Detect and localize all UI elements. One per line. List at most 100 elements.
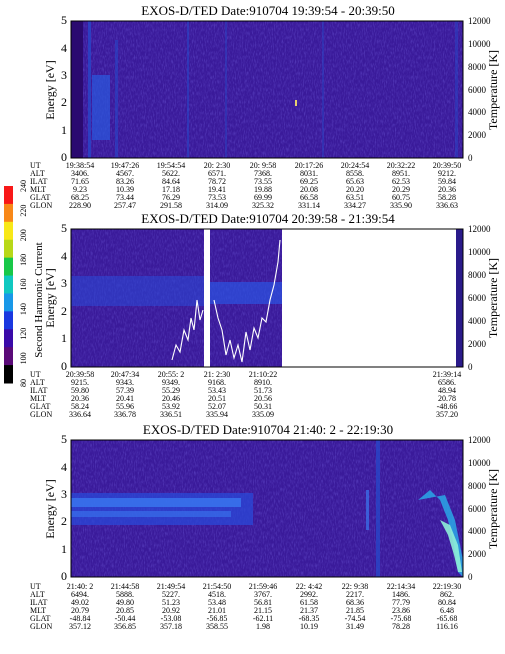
info-cell-alt: 862. bbox=[440, 590, 454, 599]
info-cell-mlt: 20.46 bbox=[162, 394, 180, 403]
y2-tick-label: 2000 bbox=[468, 339, 487, 349]
info-cell-mlt: 20.20 bbox=[346, 185, 364, 194]
info-cell-mlt: 21.85 bbox=[346, 606, 364, 615]
info-cell-glat: 58.28 bbox=[438, 193, 456, 202]
info-cell-alt: 9168. bbox=[208, 378, 226, 387]
info-row-name: UT bbox=[30, 161, 41, 170]
info-cell-glon: 78.28 bbox=[392, 622, 410, 631]
info-cell-ilat: 71.65 bbox=[71, 177, 89, 186]
y2-tick-label: 4000 bbox=[468, 107, 487, 117]
y-tick-label: 1 bbox=[61, 123, 67, 137]
info-cell-glat: 68.25 bbox=[71, 193, 89, 202]
info-cell-mlt: 20.92 bbox=[162, 606, 180, 615]
panel-1-ylabel: Energy [eV] bbox=[43, 60, 57, 119]
panel-1-streak bbox=[88, 21, 91, 158]
panel-1-streak bbox=[225, 21, 227, 158]
y-tick-label: 1 bbox=[61, 331, 67, 345]
y2-tick-label: 4000 bbox=[468, 316, 487, 326]
y2-tick-label: 0 bbox=[468, 572, 473, 582]
y2-tick-label: 10000 bbox=[468, 458, 491, 468]
info-cell-alt: 8031. bbox=[300, 169, 318, 178]
colorbar-swatch bbox=[4, 239, 13, 259]
info-cell-alt: 4518. bbox=[208, 590, 226, 599]
info-cell-alt: 7368. bbox=[254, 169, 272, 178]
panel-3-streak bbox=[376, 440, 380, 577]
panel-2-band bbox=[71, 276, 204, 306]
info-cell-alt: 8558. bbox=[346, 169, 364, 178]
colorbar-tick-label: 140 bbox=[19, 303, 28, 315]
info-cell-alt: 4567. bbox=[116, 169, 134, 178]
info-cell-ut: 19:38:54 bbox=[66, 161, 94, 170]
panel-1-y-ticks: 0 1 2 3 4 5 bbox=[61, 13, 67, 164]
info-cell-alt: 5888. bbox=[116, 590, 134, 599]
panel-2-ylabel: Energy [eV] bbox=[43, 268, 57, 327]
info-cell-ut: 21:10:22 bbox=[249, 370, 277, 379]
info-cell-glon: 10.19 bbox=[300, 622, 318, 631]
info-cell-glat: 76.29 bbox=[162, 193, 180, 202]
colorbar-tick-label: 200 bbox=[19, 229, 28, 241]
panel-3-heatmap bbox=[71, 440, 463, 577]
info-row-name: GLAT bbox=[30, 193, 51, 202]
panel-3-info-table: UT ALT ILAT MLT GLAT GLON 21:40: 2 21:44:… bbox=[30, 582, 461, 631]
panel-2-title: EXOS-D/TED Date:910704 20:39:58 - 21:39:… bbox=[141, 211, 395, 226]
info-cell-glat: 69.99 bbox=[254, 193, 272, 202]
panel-3-y-ticks: 0 1 2 3 4 5 bbox=[61, 432, 67, 583]
info-cell-ilat: 69.25 bbox=[300, 177, 318, 186]
info-cell-mlt: 19.41 bbox=[208, 185, 226, 194]
info-cell-glon: 31.49 bbox=[346, 622, 364, 631]
info-cell-alt: 5227. bbox=[162, 590, 180, 599]
info-cell-alt: 3767. bbox=[254, 590, 272, 599]
info-cell-ilat: 61.58 bbox=[300, 598, 318, 607]
panel-1-frame bbox=[70, 20, 464, 159]
y2-tick-label: 2000 bbox=[468, 549, 487, 559]
panel-3-y2-ticks: 0 2000 4000 6000 8000 10000 12000 bbox=[468, 435, 491, 582]
info-cell-glon: 325.32 bbox=[252, 201, 274, 210]
panel-1-info-table: UT ALT ILAT MLT GLAT GLON 19:38:54 19:47:… bbox=[30, 161, 461, 210]
info-cell-mlt: 20.36 bbox=[438, 185, 456, 194]
info-cell-glat: -74.54 bbox=[345, 614, 366, 623]
info-cell-glat: 58.24 bbox=[71, 402, 89, 411]
info-cell-mlt: 20.29 bbox=[392, 185, 410, 194]
panel-2-frame bbox=[70, 228, 464, 368]
y2-tick-label: 8000 bbox=[468, 62, 487, 72]
info-cell-mlt: 20.79 bbox=[71, 606, 89, 615]
info-cell-ut: 20: 2:30 bbox=[204, 161, 230, 170]
info-row-name: UT bbox=[30, 370, 41, 379]
info-cell-alt: 2217. bbox=[346, 590, 364, 599]
info-cell-ut: 21:49:54 bbox=[157, 582, 185, 591]
info-cell-ilat: 49.02 bbox=[71, 598, 89, 607]
info-cell-ilat: 68.36 bbox=[346, 598, 364, 607]
info-cell-ilat: 55.29 bbox=[162, 386, 180, 395]
y2-tick-label: 6000 bbox=[468, 293, 487, 303]
y-tick-label: 3 bbox=[61, 68, 67, 82]
info-cell-ilat: 48.94 bbox=[438, 386, 456, 395]
info-cell-ilat: 83.26 bbox=[116, 177, 134, 186]
info-cell-alt: 9349. bbox=[162, 378, 180, 387]
info-cell-ilat: 53.48 bbox=[208, 598, 226, 607]
info-row-name: ILAT bbox=[30, 598, 47, 607]
info-cell-ilat: 59.84 bbox=[438, 177, 456, 186]
info-row-name: MLT bbox=[30, 606, 46, 615]
colorbar-tick-label: 100 bbox=[19, 352, 28, 364]
info-cell-alt: 3406. bbox=[71, 169, 89, 178]
info-cell-ilat: 53.43 bbox=[208, 386, 226, 395]
info-row-name: ALT bbox=[30, 169, 45, 178]
y-tick-label: 4 bbox=[61, 41, 67, 55]
info-cell-alt: 9215. bbox=[71, 378, 89, 387]
info-cell-glat: -75.68 bbox=[391, 614, 412, 623]
y-tick-label: 3 bbox=[61, 276, 67, 290]
panel-3: EXOS-D/TED Date:910704 21:40: 2 - 22:19:… bbox=[30, 422, 500, 631]
info-cell-ut: 20:17:26 bbox=[295, 161, 323, 170]
info-cell-ilat: 80.84 bbox=[438, 598, 456, 607]
info-cell-ut: 20:39:58 bbox=[66, 370, 94, 379]
info-cell-glon: 291.58 bbox=[160, 201, 182, 210]
info-cell-mlt: 20.85 bbox=[116, 606, 134, 615]
y-tick-label: 0 bbox=[61, 569, 67, 583]
panel-2-heatmap bbox=[71, 229, 463, 367]
info-cell-mlt: 9.23 bbox=[73, 185, 87, 194]
info-cell-ut: 22:19:30 bbox=[433, 582, 461, 591]
panel-1-streak bbox=[115, 40, 118, 158]
panel-2-streak bbox=[456, 229, 463, 367]
info-cell-alt: 6494. bbox=[71, 590, 89, 599]
